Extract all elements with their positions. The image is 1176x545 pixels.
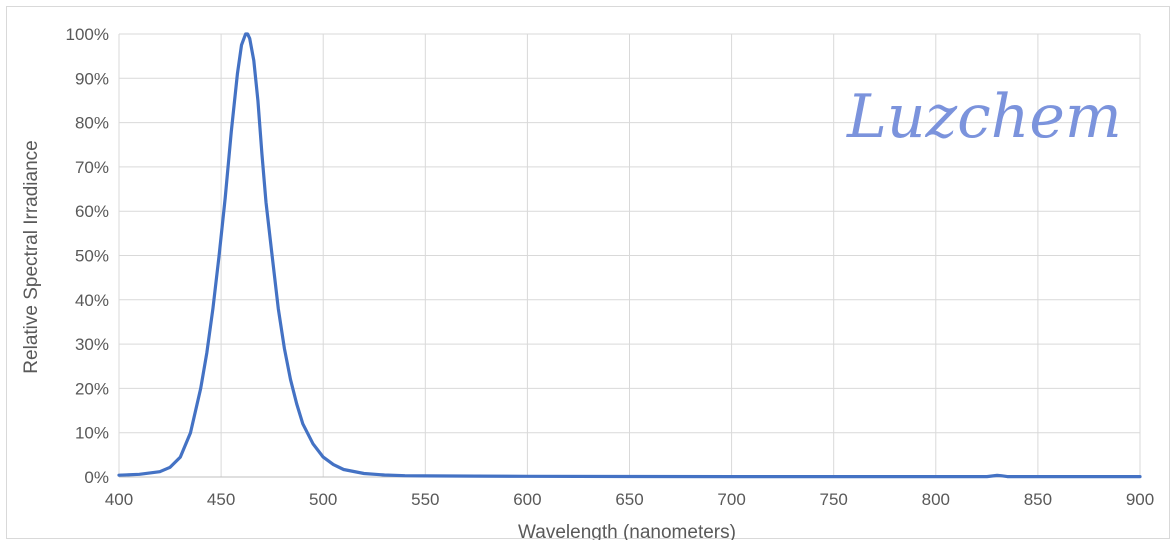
y-tick-label: 100% — [66, 25, 109, 44]
y-tick-label: 60% — [75, 202, 109, 221]
x-tick-label: 700 — [717, 490, 745, 509]
y-tick-label: 50% — [75, 247, 109, 266]
y-tick-label: 80% — [75, 114, 109, 133]
x-tick-label: 800 — [922, 490, 950, 509]
x-tick-label: 850 — [1024, 490, 1052, 509]
y-tick-labels: 0% 10% 20% 30% 40% 50% 60% 70% 80% 90% 100% — [66, 25, 109, 487]
x-tick-label: 600 — [513, 490, 541, 509]
x-tick-label: 500 — [309, 490, 337, 509]
y-tick-label: 90% — [75, 69, 109, 88]
x-tick-label: 650 — [615, 490, 643, 509]
x-tick-label: 900 — [1126, 490, 1154, 509]
y-tick-label: 10% — [75, 424, 109, 443]
line-chart: 0% 10% 20% 30% 40% 50% 60% 70% 80% 90% 100% 400 450… — [7, 7, 1171, 540]
chart-area: 0% 10% 20% 30% 40% 50% 60% 70% 80% 90% 100% 400 450… — [6, 6, 1170, 539]
x-tick-label: 750 — [820, 490, 848, 509]
x-tick-labels: 400 450 500 550 600 650 700 750 800 850 900 — [105, 490, 1154, 509]
x-tick-label: 450 — [207, 490, 235, 509]
y-tick-label: 0% — [84, 468, 109, 487]
luzchem-watermark: Luzchem — [846, 82, 1122, 152]
y-tick-label: 70% — [75, 158, 109, 177]
y-tick-label: 40% — [75, 291, 109, 310]
y-tick-label: 20% — [75, 379, 109, 398]
y-tick-label: 30% — [75, 335, 109, 354]
x-tick-label: 400 — [105, 490, 133, 509]
y-axis-title: Relative Spectral Irradiance — [21, 140, 42, 373]
x-axis-title: Wavelength (nanometers) — [518, 522, 736, 540]
x-tick-label: 550 — [411, 490, 439, 509]
